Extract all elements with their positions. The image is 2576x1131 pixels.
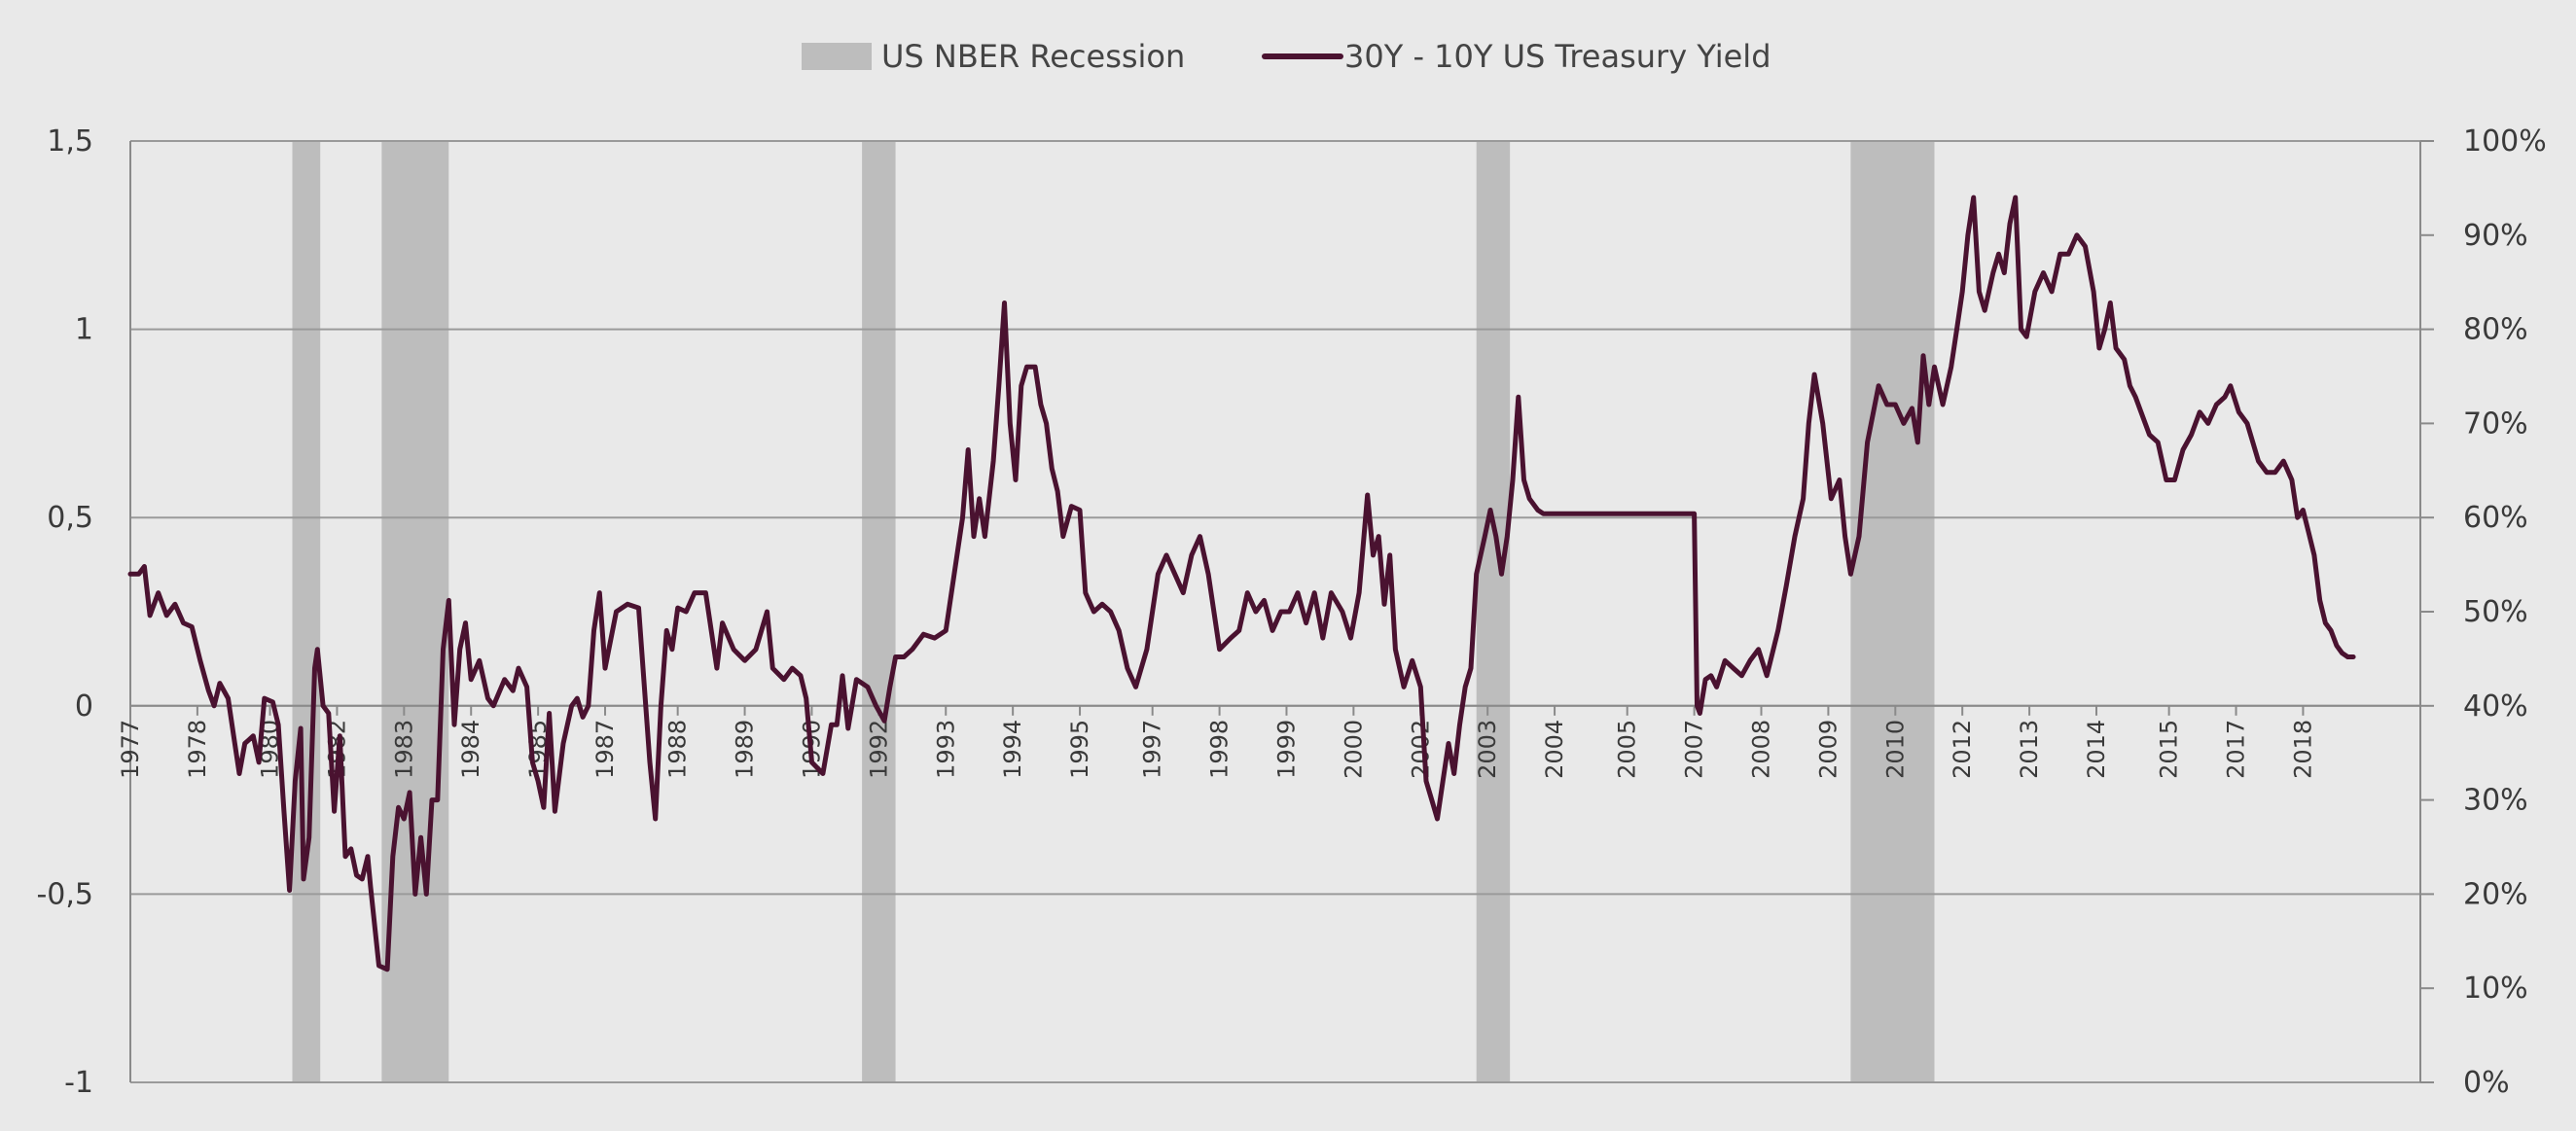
x-tick-label: 1977 bbox=[117, 720, 144, 779]
legend: US NBER Recession 30Y - 10Y US Treasury … bbox=[802, 38, 1771, 75]
axes bbox=[129, 140, 2434, 1083]
x-tick-label: 2004 bbox=[1541, 720, 1568, 779]
legend-label-series: 30Y - 10Y US Treasury Yield bbox=[1344, 38, 1771, 75]
recession-band bbox=[1476, 141, 1511, 1082]
y-right-tick-label: 100% bbox=[2463, 124, 2547, 159]
x-tick-label: 2008 bbox=[1748, 720, 1775, 779]
y-right-tick-label: 10% bbox=[2463, 972, 2528, 1006]
x-tick-label: 2015 bbox=[2156, 720, 2183, 779]
recession-bands bbox=[292, 141, 1935, 1082]
x-tick-label: 2014 bbox=[2083, 720, 2110, 779]
y-right-tick-label: 80% bbox=[2463, 313, 2528, 347]
y-left-tick-label: -1 bbox=[64, 1066, 93, 1100]
x-tick-label: 2017 bbox=[2223, 720, 2250, 779]
y-left-tick-label: -0,5 bbox=[36, 877, 93, 911]
y-right-tick-label: 30% bbox=[2463, 784, 2528, 818]
x-tick-label: 1978 bbox=[184, 720, 211, 779]
y-right-tick-label: 60% bbox=[2463, 501, 2528, 535]
x-tick-label: 1984 bbox=[457, 720, 484, 779]
recession-band bbox=[381, 141, 449, 1082]
x-tick-label: 1999 bbox=[1272, 720, 1300, 779]
y-axis-right-labels: 100% 90% 80% 70% 60% 50% 40% 30% 20% 10% 0% bbox=[2463, 124, 2547, 1100]
y-axis-left-labels: 1,5 1 0,5 0 -0,5 -1 bbox=[36, 124, 93, 1100]
x-tick-label: 2002 bbox=[1407, 720, 1434, 779]
x-tick-label: 2009 bbox=[1814, 720, 1842, 779]
x-tick-label: 2000 bbox=[1340, 720, 1367, 779]
recession-band bbox=[1850, 141, 1935, 1082]
x-tick-label: 2005 bbox=[1614, 720, 1641, 779]
x-tick-label: 2018 bbox=[2289, 720, 2316, 779]
x-tick-label: 1988 bbox=[664, 720, 692, 779]
x-tick-label: 1998 bbox=[1206, 720, 1234, 779]
y-left-tick-label: 0 bbox=[75, 689, 93, 724]
series-layer bbox=[127, 194, 2356, 972]
x-axis-labels: 1977 1978 1980 1982 1983 1984 1985 1987 1988 1989… bbox=[117, 720, 2316, 779]
x-tick-label: 1994 bbox=[999, 720, 1026, 779]
x-tick-label: 1997 bbox=[1139, 720, 1166, 779]
y-right-tick-label: 0% bbox=[2463, 1066, 2510, 1100]
y-right-tick-label: 70% bbox=[2463, 406, 2528, 441]
legend-swatch-recession bbox=[802, 43, 872, 70]
x-tick-label: 2003 bbox=[1474, 720, 1501, 779]
x-tick-label: 2013 bbox=[2016, 720, 2043, 779]
series-line bbox=[127, 194, 2356, 972]
y-left-tick-label: 1 bbox=[75, 313, 93, 347]
legend-label-recession: US NBER Recession bbox=[881, 38, 1185, 75]
y-left-tick-label: 1,5 bbox=[47, 124, 93, 159]
x-tick-label: 2010 bbox=[1881, 720, 1909, 779]
gridlines bbox=[130, 140, 2420, 1083]
x-tick-label: 2007 bbox=[1681, 720, 1708, 779]
x-tick-label: 2012 bbox=[1949, 720, 1976, 779]
y-right-tick-label: 90% bbox=[2463, 219, 2528, 253]
y-right-tick-label: 20% bbox=[2463, 877, 2528, 911]
y-right-tick-label: 50% bbox=[2463, 595, 2528, 629]
x-tick-label: 1983 bbox=[390, 720, 417, 779]
x-tick-label: 1989 bbox=[732, 720, 759, 779]
y-left-tick-label: 0,5 bbox=[47, 501, 93, 535]
recession-band bbox=[292, 141, 321, 1082]
x-tick-label: 1993 bbox=[932, 720, 959, 779]
x-tick-label: 1992 bbox=[865, 720, 892, 779]
y-right-tick-label: 40% bbox=[2463, 689, 2528, 724]
x-tick-label: 1987 bbox=[591, 720, 619, 779]
recession-band bbox=[862, 141, 896, 1082]
x-tick-label: 1995 bbox=[1066, 720, 1093, 779]
